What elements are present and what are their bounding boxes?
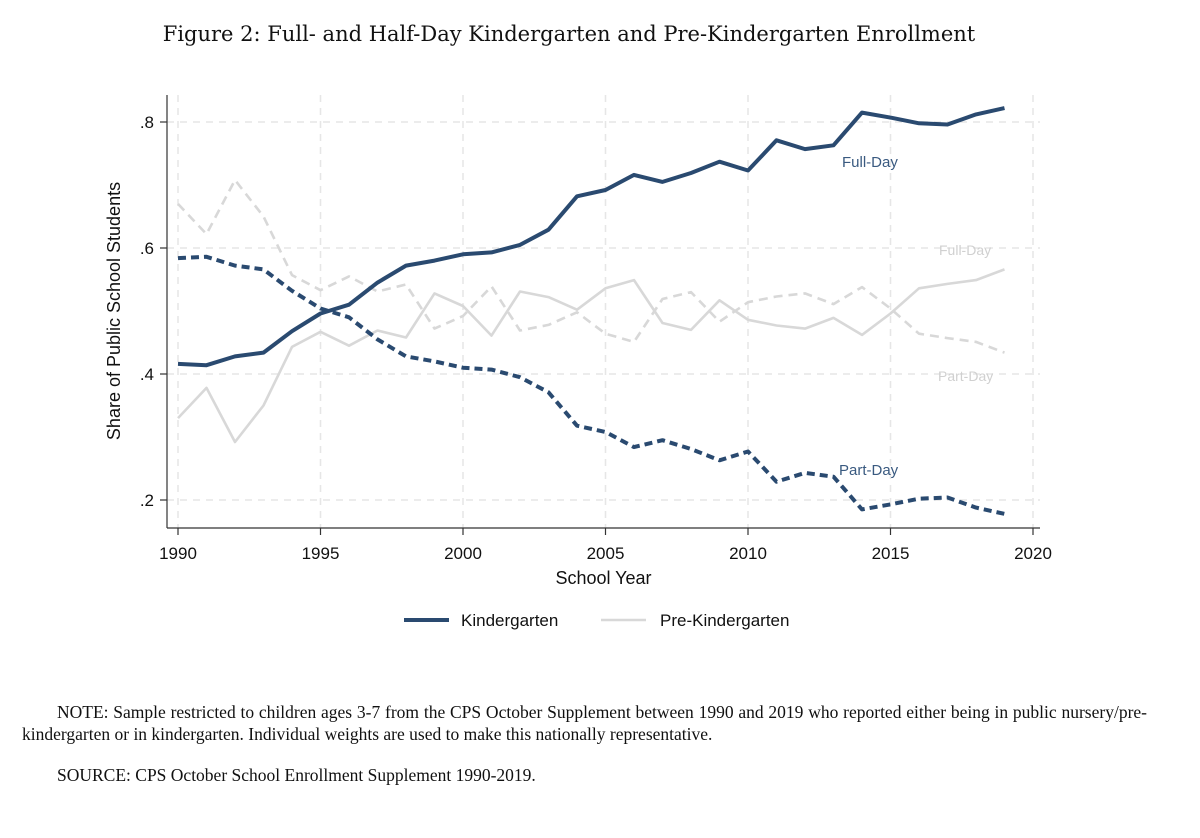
grid-lines (167, 95, 1040, 528)
y-tick-label: .6 (140, 239, 154, 258)
x-tick-label: 2020 (1014, 544, 1052, 563)
series-lines (177, 106, 1005, 516)
series-label-kindergarten-part-day: Part-Day (839, 462, 899, 479)
x-tick-label: 2000 (444, 544, 482, 563)
series-line-pre-kindergarten-part-day (177, 178, 1005, 354)
y-tick-label: .2 (140, 491, 154, 510)
x-tick-label: 1990 (159, 544, 197, 563)
x-tick-label: 2015 (872, 544, 910, 563)
figure-note: NOTE: Sample restricted to children ages… (22, 702, 1147, 744)
legend: Kindergarten Pre-Kindergarten (404, 611, 789, 630)
series-label-pre-kindergarten-part-day: Part-Day (938, 368, 993, 384)
figure-title: Figure 2: Full- and Half-Day Kindergarte… (162, 22, 976, 46)
x-axis-label: School Year (555, 568, 651, 588)
series-label-kindergarten-full-day: Full-Day (842, 154, 898, 171)
series-label-pre-kindergarten-full-day: Full-Day (939, 242, 991, 258)
legend-label: Kindergarten (461, 611, 558, 630)
x-tick-label: 1995 (302, 544, 340, 563)
x-tick-label: 2010 (729, 544, 767, 563)
series-line-kindergarten-full-day (177, 106, 1005, 368)
legend-label: Pre-Kindergarten (660, 611, 789, 630)
axes: 1990 1995 2000 2005 2010 2015 2020 .2 .4 .6 .8 Scho… (104, 95, 1052, 588)
series-line-pre-kindergarten-full-day (177, 268, 1005, 444)
figure-source: SOURCE: CPS October School Enrollment Su… (57, 765, 536, 785)
series-line-kindergarten-part-day (177, 254, 1005, 516)
series-labels: Full-Day Part-Day Full-Day Part-Day (839, 154, 993, 479)
x-tick-label: 2005 (587, 544, 625, 563)
y-tick-label: .4 (140, 365, 154, 384)
y-tick-label: .8 (140, 113, 154, 132)
y-axis-label: Share of Public School Students (104, 182, 124, 440)
